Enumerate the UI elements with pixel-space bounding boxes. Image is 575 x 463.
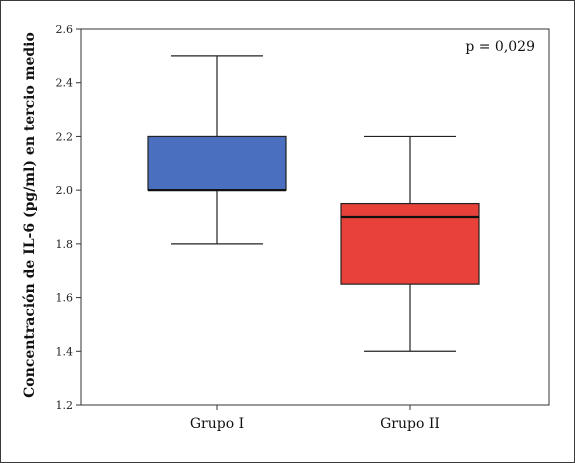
iqr-box <box>340 202 480 285</box>
y-axis-title: Concentración de IL-6 (pg/ml) en tercio … <box>22 32 38 398</box>
p-value-annotation: p = 0,029 <box>465 39 535 55</box>
x-axis: Grupo I Grupo II <box>190 405 440 432</box>
plot-area <box>80 28 550 406</box>
y-tick-label: 1.2 <box>56 399 74 412</box>
y-tick-label: 1.6 <box>56 292 74 305</box>
y-axis: 1.2 1.4 1.6 1.8 2.0 2.2 2.4 2.6 <box>56 23 81 412</box>
x-category-label: Grupo I <box>190 416 244 432</box>
y-tick-label: 1.8 <box>56 238 74 251</box>
iqr-box <box>147 135 287 191</box>
boxes-group <box>147 55 480 352</box>
x-category-label: Grupo II <box>380 416 440 432</box>
y-tick-label: 2.2 <box>56 130 74 143</box>
y-tick-label: 2.4 <box>56 77 74 90</box>
y-tick-label: 1.4 <box>56 345 74 358</box>
y-tick-label: 2.6 <box>56 23 74 36</box>
y-tick-label: 2.0 <box>56 184 74 197</box>
